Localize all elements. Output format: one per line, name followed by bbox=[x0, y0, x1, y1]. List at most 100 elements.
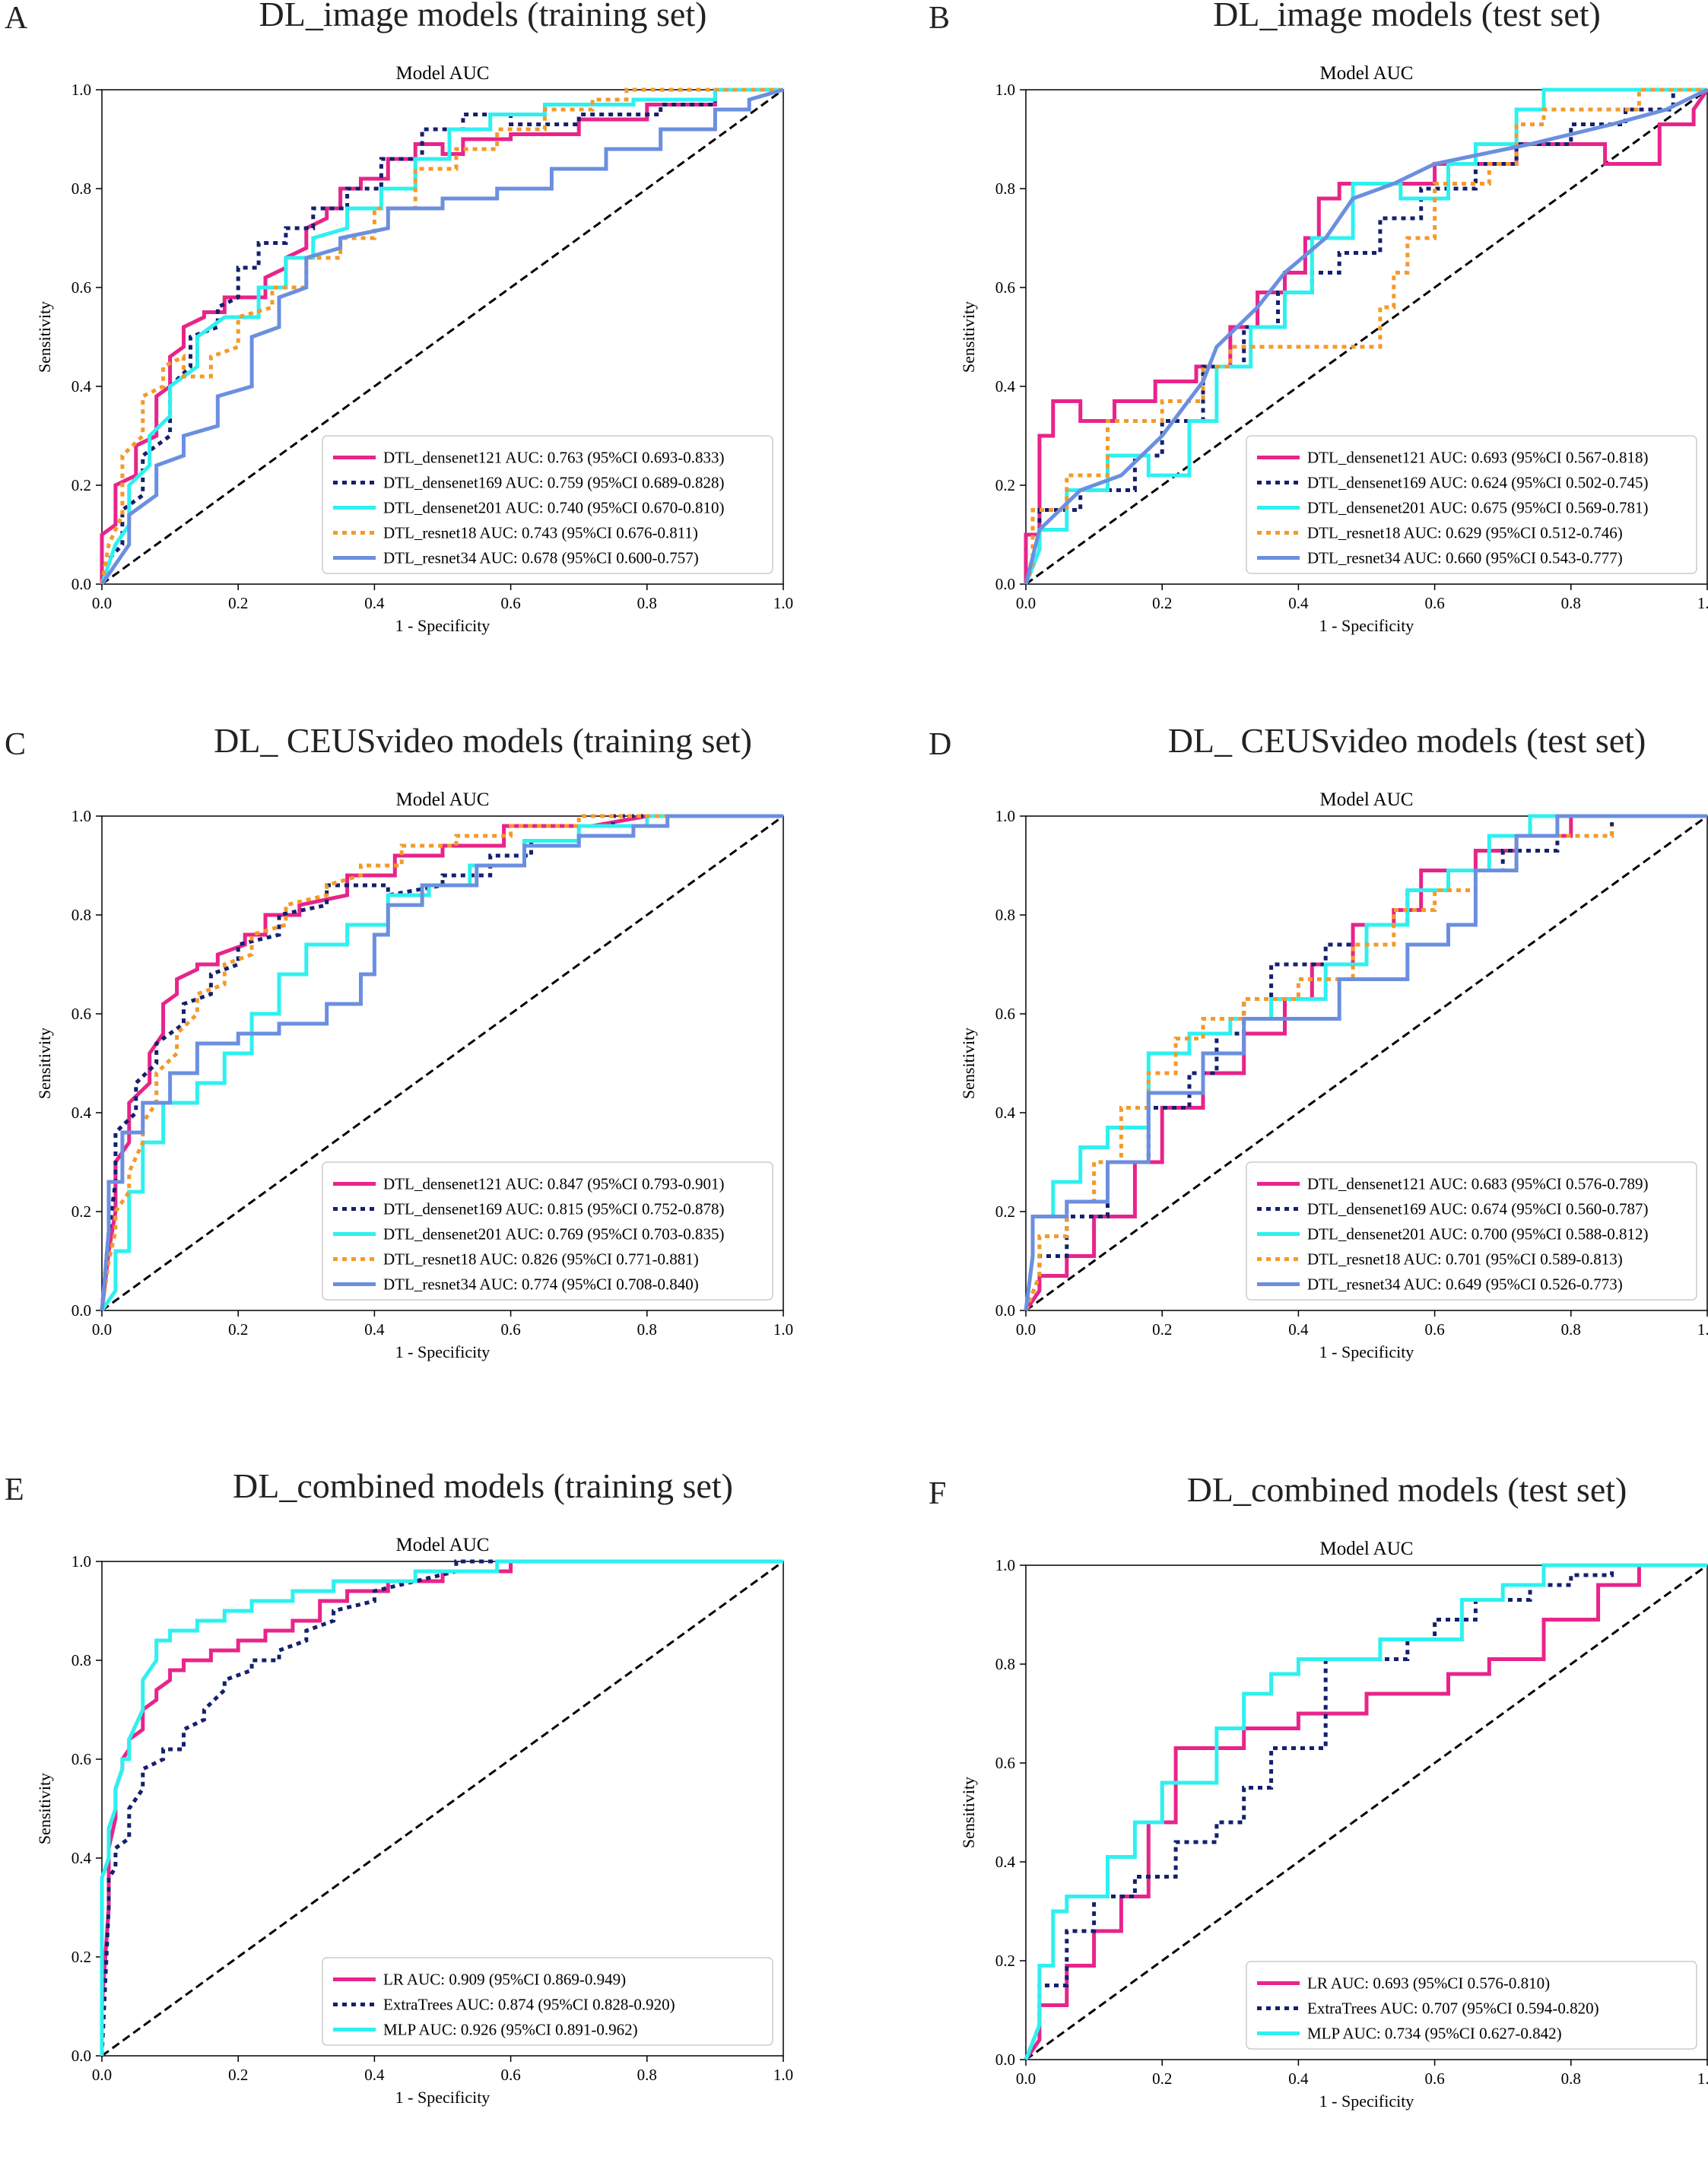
panel-letter: A bbox=[5, 1, 28, 36]
y-tick-label: 1.0 bbox=[71, 807, 91, 825]
x-tick-label: 0.6 bbox=[1424, 594, 1444, 612]
y-tick-label: 1.0 bbox=[71, 81, 91, 99]
y-tick-label: 0.2 bbox=[995, 476, 1015, 494]
y-axis-label: Sensitivity bbox=[35, 301, 54, 373]
y-tick-label: 0.4 bbox=[995, 1104, 1016, 1122]
chart-panel-f: F DL_combined models (test set) Model AUC 0… bbox=[924, 1470, 1708, 2160]
legend-label: DTL_resnet18 AUC: 0.826 (95%CI 0.771-0.8… bbox=[383, 1250, 699, 1269]
roc-curve-dtl-densenet121 bbox=[1024, 88, 1708, 584]
x-tick-label: 0.2 bbox=[1152, 1320, 1172, 1339]
x-tick-label: 1.0 bbox=[773, 1320, 793, 1339]
legend bbox=[322, 435, 773, 574]
y-tick-label: 0.0 bbox=[71, 575, 91, 593]
x-tick-label: 1.0 bbox=[773, 2066, 793, 2084]
chart-panel-a: A DL_image models (training set) Model AUC… bbox=[0, 0, 844, 685]
y-tick-label: 0.0 bbox=[995, 2050, 1015, 2069]
x-tick-label: 0.8 bbox=[1561, 594, 1581, 612]
panel-letter: D bbox=[929, 727, 952, 762]
legend-label: DTL_resnet34 AUC: 0.678 (95%CI 0.600-0.7… bbox=[383, 549, 699, 567]
chance-diagonal bbox=[101, 88, 784, 586]
roc-curve-dtl-densenet169 bbox=[100, 87, 783, 585]
legend-label: DTL_densenet169 AUC: 0.674 (95%CI 0.560-… bbox=[1307, 1200, 1649, 1218]
legend-label: DTL_resnet18 AUC: 0.743 (95%CI 0.676-0.8… bbox=[383, 524, 698, 542]
y-tick-label: 1.0 bbox=[71, 1552, 91, 1571]
y-tick-label: 0.2 bbox=[71, 1202, 91, 1221]
chance-diagonal bbox=[1025, 88, 1708, 586]
roc-curve-dtl-densenet121 bbox=[100, 87, 783, 584]
y-tick-label: 0.0 bbox=[995, 1301, 1015, 1320]
roc-curve-dtl-resnet18 bbox=[1024, 87, 1707, 585]
legend-label: LR AUC: 0.693 (95%CI 0.576-0.810) bbox=[1307, 1974, 1550, 1993]
y-tick-label: 1.0 bbox=[995, 81, 1015, 99]
x-tick-label: 0.6 bbox=[1424, 1320, 1444, 1339]
x-tick-label: 0.4 bbox=[1288, 594, 1309, 612]
legend-label: DTL_densenet169 AUC: 0.759 (95%CI 0.689-… bbox=[383, 474, 725, 492]
legend-label: DTL_densenet169 AUC: 0.815 (95%CI 0.752-… bbox=[383, 1200, 725, 1218]
chart-subtitle: Model AUC bbox=[396, 63, 490, 84]
panel-letter: F bbox=[929, 1476, 947, 1511]
x-tick-label: 0.0 bbox=[92, 2066, 112, 2084]
roc-curve-dtl-densenet201 bbox=[1024, 87, 1707, 585]
y-tick-label: 0.6 bbox=[995, 1005, 1015, 1023]
y-tick-label: 0.6 bbox=[995, 1754, 1015, 1772]
legend-label: DTL_resnet34 AUC: 0.649 (95%CI 0.526-0.7… bbox=[1307, 1275, 1623, 1294]
chart-panel-d: D DL_ CEUSvideo models (test set) Model AU… bbox=[924, 721, 1708, 1411]
x-tick-label: 0.2 bbox=[228, 2066, 248, 2084]
x-tick-label: 0.8 bbox=[637, 1320, 657, 1339]
x-tick-label: 0.4 bbox=[364, 2066, 385, 2084]
y-tick-label: 0.0 bbox=[71, 1301, 91, 1320]
chart-panel-c: C DL_ CEUSvideo models (training set) Mode… bbox=[0, 721, 844, 1411]
chart-subtitle: Model AUC bbox=[396, 1535, 490, 1555]
legend-label: DTL_densenet169 AUC: 0.624 (95%CI 0.502-… bbox=[1307, 474, 1649, 492]
roc-chart: Model AUC 0.00.0 0.2 0.2 0.4 0.4 0.6 0.6 0.8 0.8 1… bbox=[35, 789, 793, 1361]
x-tick-label: 0.4 bbox=[364, 594, 385, 612]
x-axis-label: 1 - Specificity bbox=[1319, 616, 1414, 635]
roc-curve-dtl-resnet34 bbox=[1024, 814, 1707, 1311]
y-axis-label: Sensitivity bbox=[35, 1773, 54, 1844]
legend bbox=[1246, 435, 1697, 574]
x-tick-label: 0.2 bbox=[228, 594, 248, 612]
roc-curve-mlp bbox=[100, 1559, 783, 2056]
x-tick-label: 0.8 bbox=[637, 594, 657, 612]
x-tick-label: 0.0 bbox=[1016, 2069, 1036, 2088]
legend-label: DTL_densenet121 AUC: 0.693 (95%CI 0.567-… bbox=[1307, 449, 1649, 467]
roc-curve-extratrees bbox=[100, 1559, 783, 2057]
y-axis-label: Sensitivity bbox=[35, 1028, 54, 1099]
legend-label: DTL_densenet201 AUC: 0.675 (95%CI 0.569-… bbox=[1307, 499, 1649, 517]
chart-title: DL_ CEUSvideo models (training set) bbox=[214, 721, 752, 760]
panel-letter: B bbox=[929, 1, 951, 36]
roc-curve-dtl-densenet169 bbox=[1024, 814, 1707, 1311]
plot-frame bbox=[101, 1561, 784, 2057]
chance-diagonal bbox=[1025, 815, 1708, 1312]
y-tick-label: 0.8 bbox=[71, 179, 91, 198]
y-tick-label: 0.4 bbox=[995, 377, 1016, 395]
y-tick-label: 0.8 bbox=[71, 1651, 91, 1669]
x-tick-label: 0.4 bbox=[1288, 1320, 1309, 1339]
chart-title: DL_ CEUSvideo models (test set) bbox=[1167, 721, 1646, 760]
roc-chart: Model AUC 0.00.0 0.2 0.2 0.4 0.4 0.6 0.6 0.8 0.8 1… bbox=[35, 63, 793, 635]
chart-subtitle: Model AUC bbox=[1320, 1539, 1414, 1559]
x-tick-label: 1.0 bbox=[773, 594, 793, 612]
y-tick-label: 0.8 bbox=[71, 906, 91, 924]
roc-chart: Model AUC 0.00.0 0.2 0.2 0.4 0.4 0.6 0.6 0.8 0.8 1… bbox=[959, 789, 1708, 1361]
legend-label: DTL_resnet18 AUC: 0.629 (95%CI 0.512-0.7… bbox=[1307, 524, 1623, 542]
x-tick-label: 0.6 bbox=[500, 594, 520, 612]
y-axis-label: Sensitivity bbox=[959, 301, 978, 373]
legend-label: DTL_densenet121 AUC: 0.847 (95%CI 0.793-… bbox=[383, 1175, 725, 1193]
chart-title: DL_image models (training set) bbox=[259, 0, 707, 33]
x-tick-label: 1.0 bbox=[1697, 2069, 1708, 2088]
chart-title: DL_image models (test set) bbox=[1213, 0, 1601, 33]
x-tick-label: 0.4 bbox=[364, 1320, 385, 1339]
plot-frame bbox=[101, 89, 784, 585]
roc-curve-dtl-resnet18 bbox=[100, 814, 783, 1311]
plot-frame bbox=[1025, 815, 1708, 1311]
plot-frame bbox=[1025, 1564, 1708, 2060]
roc-chart: Model AUC 0.00.0 0.2 0.2 0.4 0.4 0.6 0.6 0.8 0.8 1… bbox=[35, 1535, 793, 2107]
roc-chart: Model AUC 0.00.0 0.2 0.2 0.4 0.4 0.6 0.6 0.8 0.8 1… bbox=[959, 1539, 1708, 2111]
roc-chart: Model AUC 0.00.0 0.2 0.2 0.4 0.4 0.6 0.6 0.8 0.8 1… bbox=[959, 63, 1708, 635]
panel-letter: C bbox=[5, 727, 27, 762]
y-tick-label: 0.6 bbox=[71, 1750, 91, 1768]
chance-diagonal bbox=[1025, 1564, 1708, 2061]
x-tick-label: 0.4 bbox=[1288, 2069, 1309, 2088]
x-axis-label: 1 - Specificity bbox=[395, 1342, 490, 1361]
